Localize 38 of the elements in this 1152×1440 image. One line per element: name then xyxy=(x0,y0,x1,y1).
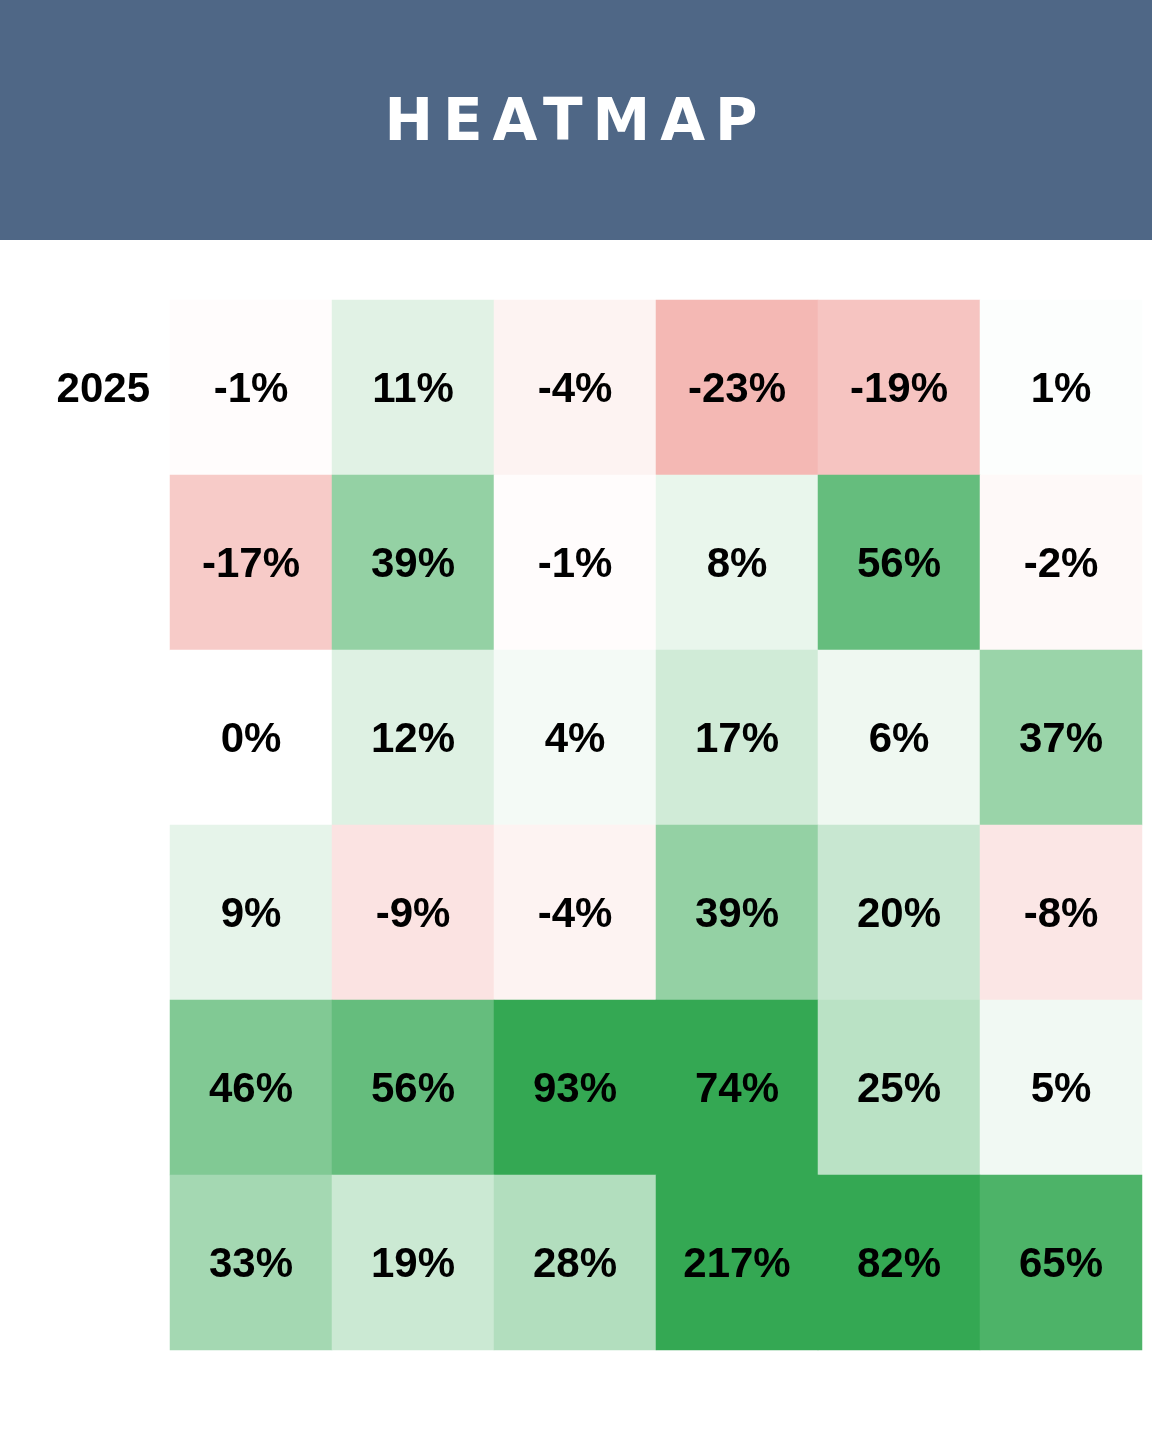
data-label: 217% xyxy=(683,1239,791,1286)
data-label: 17% xyxy=(694,714,780,761)
data-label: -9% xyxy=(375,889,451,936)
data-label: 5% xyxy=(1030,1064,1092,1111)
data-label: -2% xyxy=(1023,539,1099,586)
data-label: 8% xyxy=(706,539,768,586)
data-label: 39% xyxy=(694,889,780,936)
data-label: -4% xyxy=(537,889,613,936)
data-label: 0% xyxy=(220,714,282,761)
data-label: -1% xyxy=(537,539,613,586)
y-tick-label: 2025 xyxy=(56,364,150,411)
data-label: -4% xyxy=(537,364,613,411)
data-label: -1% xyxy=(213,364,289,411)
data-label: -19% xyxy=(849,364,949,411)
chart-title: HEATMAP xyxy=(384,86,768,154)
data-label: 39% xyxy=(370,539,456,586)
data-label: 9% xyxy=(220,889,282,936)
data-label: 28% xyxy=(532,1239,618,1286)
data-label: 11% xyxy=(372,364,454,411)
data-label: 93% xyxy=(532,1064,618,1111)
data-label: -23% xyxy=(687,364,787,411)
data-label: 56% xyxy=(856,539,942,586)
data-label: 6% xyxy=(868,714,930,761)
data-label: 33% xyxy=(208,1239,294,1286)
data-label: 37% xyxy=(1018,714,1104,761)
data-label: -17% xyxy=(201,539,301,586)
data-label: 20% xyxy=(856,889,942,936)
data-label: 65% xyxy=(1018,1239,1104,1286)
data-label: 25% xyxy=(856,1064,942,1111)
data-label: 74% xyxy=(694,1064,780,1111)
data-label: 46% xyxy=(208,1064,294,1111)
data-label: 4% xyxy=(544,714,606,761)
data-label: -8% xyxy=(1023,889,1099,936)
data-label: 82% xyxy=(856,1239,942,1286)
data-label: 1% xyxy=(1030,364,1092,411)
data-label: 12% xyxy=(370,714,456,761)
data-label: 56% xyxy=(370,1064,456,1111)
data-label: 19% xyxy=(370,1239,456,1286)
